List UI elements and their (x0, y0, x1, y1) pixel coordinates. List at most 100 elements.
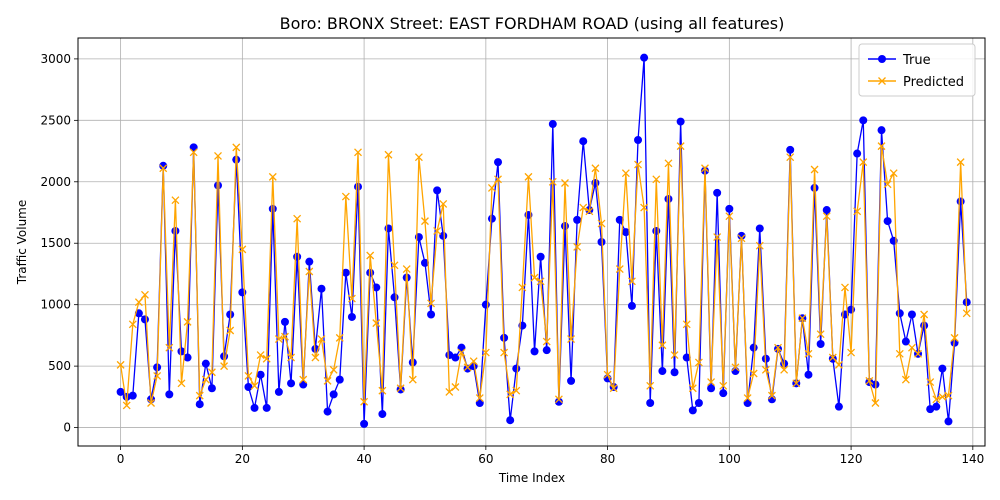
data-point (536, 252, 545, 261)
data-point (354, 148, 362, 157)
data-point (792, 379, 801, 388)
data-point (481, 300, 490, 309)
data-point (280, 317, 289, 326)
data-point (579, 203, 588, 212)
data-point (755, 241, 764, 250)
data-point (542, 337, 551, 346)
x-axis-label: Time Index (498, 471, 565, 485)
data-point (804, 370, 813, 379)
data-point (627, 301, 636, 310)
data-point (737, 231, 746, 240)
data-point (536, 277, 545, 286)
data-point (804, 349, 813, 358)
data-point (670, 351, 679, 360)
data-point (128, 391, 137, 400)
data-point (907, 310, 916, 319)
data-point (226, 326, 235, 335)
data-point (853, 149, 862, 158)
y-axis-label: Traffic Volume (15, 200, 29, 286)
data-point (938, 364, 947, 373)
data-point (214, 181, 223, 190)
data-point (360, 419, 369, 428)
data-point (238, 245, 247, 254)
data-point (274, 335, 283, 344)
data-point (713, 188, 722, 197)
data-point (554, 397, 563, 406)
data-point (634, 136, 643, 144)
legend-item-true: True (868, 53, 931, 68)
data-point (658, 341, 667, 350)
data-point (682, 353, 691, 362)
series-layer (116, 53, 971, 428)
data-point (597, 219, 606, 228)
data-point (183, 317, 192, 326)
data-point (786, 145, 795, 154)
data-point (567, 376, 576, 385)
data-point (341, 268, 350, 277)
data-point (195, 400, 204, 409)
data-point (664, 159, 673, 168)
data-point (707, 378, 716, 387)
data-point (944, 391, 953, 400)
data-point (688, 384, 697, 393)
data-point (646, 398, 655, 407)
data-point (962, 309, 971, 318)
data-point (847, 348, 856, 357)
data-point (183, 353, 192, 362)
data-point (774, 343, 782, 352)
data-point (640, 203, 649, 212)
x-tick-label: 40 (356, 452, 371, 466)
data-point (895, 349, 904, 358)
data-point (901, 337, 910, 346)
data-point (378, 410, 387, 419)
data-point (159, 161, 168, 170)
data-point (354, 182, 363, 191)
y-tick-label: 2000 (40, 175, 71, 189)
y-tick-label: 500 (48, 359, 71, 373)
data-point (451, 353, 460, 362)
data-point (859, 116, 868, 125)
data-point (384, 150, 393, 159)
data-point (542, 346, 551, 355)
data-point (585, 207, 594, 216)
legend-label: Predicted (903, 75, 964, 90)
data-point (439, 199, 448, 208)
data-point (877, 142, 886, 151)
x-tick-label: 120 (840, 452, 863, 466)
data-point (561, 179, 569, 187)
y-tick-label: 1000 (40, 298, 71, 312)
data-point (603, 370, 612, 379)
data-point (141, 290, 149, 299)
data-point (494, 158, 503, 167)
data-point (427, 299, 436, 308)
data-point (822, 212, 831, 221)
data-point (956, 158, 965, 167)
data-point (299, 375, 308, 384)
data-point (950, 333, 959, 342)
data-point (262, 354, 271, 363)
y-tick-label: 0 (63, 421, 71, 435)
data-point (548, 177, 557, 186)
data-point (944, 417, 953, 426)
data-point (201, 375, 210, 384)
data-point (201, 359, 210, 368)
y-axis-ticks: 0 500 1000 1500 2000 2500 3000 (40, 52, 78, 435)
data-point (914, 349, 922, 358)
data-point (609, 384, 618, 393)
data-point (652, 175, 661, 184)
data-point (317, 335, 326, 344)
data-point (548, 120, 557, 129)
data-point (871, 399, 880, 407)
data-point (494, 175, 502, 184)
data-point (749, 343, 758, 352)
data-point (244, 383, 253, 392)
data-point (147, 399, 156, 407)
x-tick-label: 0 (117, 452, 125, 466)
data-point (664, 194, 673, 203)
data-point (469, 357, 478, 366)
data-point (713, 233, 722, 242)
data-point (621, 228, 630, 237)
data-point (640, 53, 649, 62)
data-point (323, 407, 332, 416)
data-point (560, 222, 569, 231)
